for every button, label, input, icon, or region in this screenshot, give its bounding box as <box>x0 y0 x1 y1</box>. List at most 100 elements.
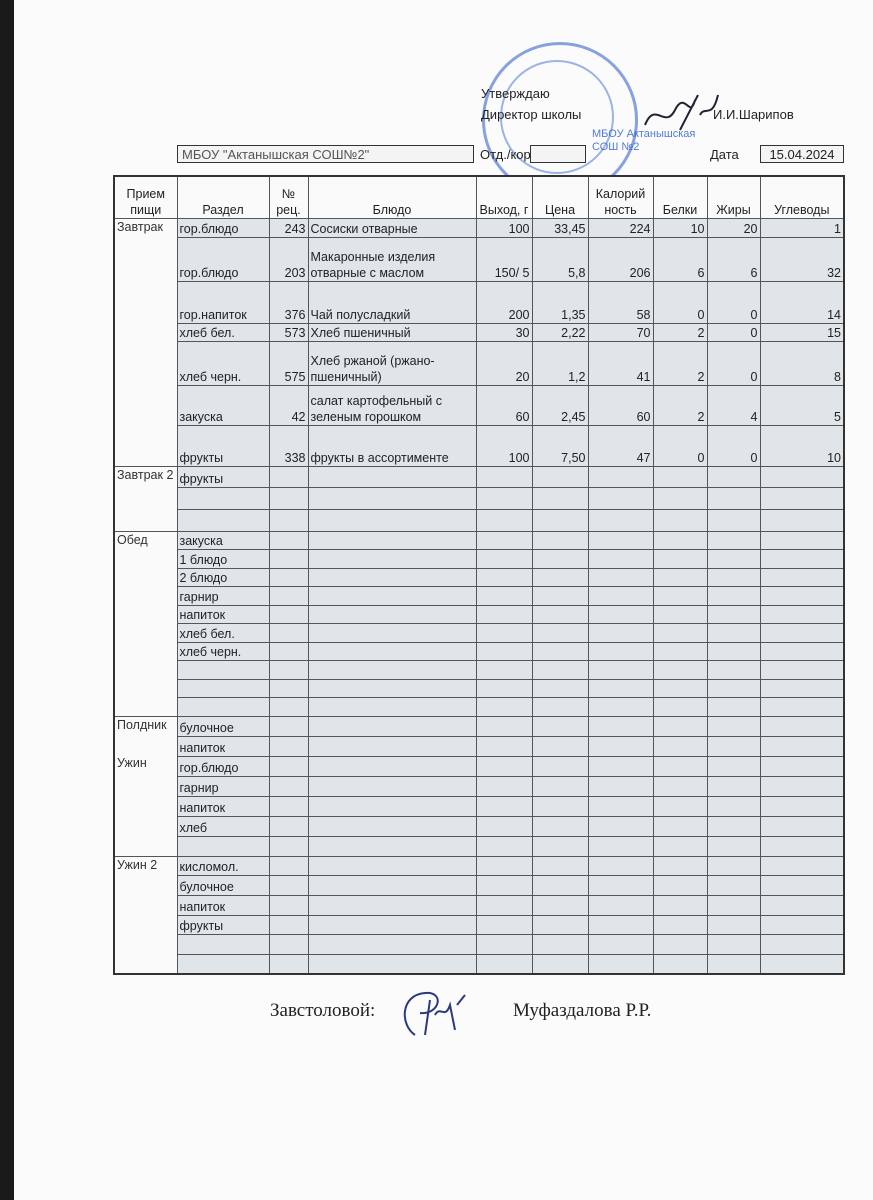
table-cell <box>759 697 845 717</box>
table-cell <box>706 678 761 699</box>
column-header: Жиры <box>706 175 761 219</box>
table-cell <box>307 775 477 797</box>
table-cell: фрукты в ассортименте <box>307 424 477 467</box>
table-cell <box>587 914 654 936</box>
table-cell <box>531 604 589 625</box>
table-row <box>114 508 845 532</box>
table-cell <box>759 508 845 532</box>
table-cell <box>759 775 845 797</box>
table-cell <box>307 465 477 489</box>
table-cell: Хлеб пшеничный <box>307 322 477 342</box>
table-cell: 2 <box>652 384 708 426</box>
table-row: Завтрак 2 фрукты <box>113 465 845 532</box>
footer-label: Завстоловой: <box>270 1000 376 1021</box>
table-cell <box>759 641 845 662</box>
table-cell <box>268 835 309 857</box>
table-cell: 8 <box>759 340 845 386</box>
table-cell: закуска <box>176 530 270 551</box>
table-cell <box>268 586 309 606</box>
table-cell <box>706 775 761 797</box>
table-cell <box>268 604 309 625</box>
table-cell <box>587 795 654 817</box>
table-cell <box>531 894 589 916</box>
table-cell <box>706 875 761 896</box>
table-cell <box>706 623 761 643</box>
table-cell <box>531 875 589 896</box>
table-cell: 2 <box>652 322 708 342</box>
table-cell <box>652 508 708 532</box>
table-cell <box>652 567 708 588</box>
table-cell <box>307 697 477 717</box>
table-cell: 2 <box>652 340 708 386</box>
table-cell <box>759 735 845 757</box>
table-cell: фрукты <box>176 424 270 467</box>
table-cell <box>587 660 654 680</box>
table-cell <box>531 549 589 569</box>
table-cell <box>759 586 845 606</box>
table-row: напиток <box>114 795 845 817</box>
table-cell <box>531 795 589 817</box>
table-cell <box>307 934 477 955</box>
meal-cell: Обед <box>113 530 178 717</box>
table-cell: 224 <box>587 217 654 238</box>
table-cell: гор.блюдо <box>176 217 270 238</box>
table-cell <box>587 465 654 489</box>
table-cell: 100 <box>475 424 533 467</box>
table-cell <box>531 815 589 837</box>
table-cell <box>531 855 589 877</box>
meal-label: Ужин <box>117 755 147 770</box>
table-cell: хлеб бел. <box>176 623 270 643</box>
table-cell: 4 <box>706 384 761 426</box>
table-cell <box>268 487 309 510</box>
table-cell: 100 <box>475 217 533 238</box>
table-cell <box>475 697 533 717</box>
table-cell <box>475 875 533 896</box>
table-cell <box>531 697 589 717</box>
table-cell <box>531 508 589 532</box>
table-cell: 30 <box>475 322 533 342</box>
table-cell <box>759 894 845 916</box>
column-header: Калорий ность <box>587 175 654 219</box>
column-header: Блюдо <box>307 175 477 219</box>
table-cell <box>531 735 589 757</box>
table-cell <box>475 641 533 662</box>
table-cell <box>706 530 761 551</box>
table-cell <box>759 530 845 551</box>
table-cell: напиток <box>176 735 270 757</box>
table-cell <box>759 567 845 588</box>
table-cell <box>268 508 309 532</box>
table-cell <box>706 465 761 489</box>
table-cell <box>587 604 654 625</box>
dept-field <box>530 145 586 163</box>
table-cell <box>759 954 845 975</box>
table-cell <box>587 934 654 955</box>
table-cell <box>652 795 708 817</box>
table-cell <box>587 735 654 757</box>
table-cell <box>706 855 761 877</box>
table-cell <box>475 623 533 643</box>
table-cell <box>307 508 477 532</box>
table-cell <box>652 914 708 936</box>
approval-line1: Утверждаю <box>481 86 550 101</box>
table-cell <box>475 934 533 955</box>
table-cell: фрукты <box>176 465 270 489</box>
table-cell <box>652 775 708 797</box>
table-cell: 5,8 <box>531 236 589 282</box>
table-cell <box>268 755 309 777</box>
table-cell: 33,45 <box>531 217 589 238</box>
school-field: МБОУ "Актанышская СОШ№2" <box>177 145 474 163</box>
table-cell <box>531 954 589 975</box>
table-row: гарнир <box>114 586 845 606</box>
table-cell <box>652 894 708 916</box>
table-row: хлеб <box>114 815 845 837</box>
table-cell <box>176 934 270 955</box>
table-cell <box>587 508 654 532</box>
table-row: хлеб черн. <box>114 641 845 662</box>
table-row: гор.напиток 376 Чай полусладкий 200 1,35 58 0 0… <box>114 280 845 324</box>
table-cell <box>587 954 654 975</box>
column-header: Цена <box>531 175 589 219</box>
table-cell <box>759 465 845 489</box>
table-cell <box>706 755 761 777</box>
table-cell: 150/ 5 <box>475 236 533 282</box>
meal-label: Полдник <box>117 717 167 732</box>
